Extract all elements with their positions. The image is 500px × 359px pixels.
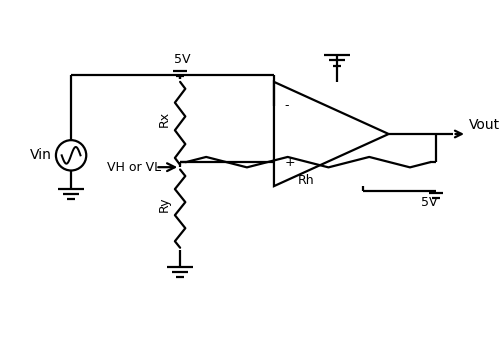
Text: +: + — [284, 156, 295, 169]
Text: 5V: 5V — [420, 196, 437, 209]
Text: VH or VL: VH or VL — [106, 161, 161, 174]
Text: Rh: Rh — [298, 174, 314, 187]
Text: Vin: Vin — [30, 148, 52, 162]
Text: Ry: Ry — [158, 196, 170, 212]
Text: Rx: Rx — [158, 111, 170, 127]
Text: Vout: Vout — [469, 117, 500, 131]
Text: -: - — [284, 99, 289, 112]
Text: 5V: 5V — [174, 53, 190, 66]
